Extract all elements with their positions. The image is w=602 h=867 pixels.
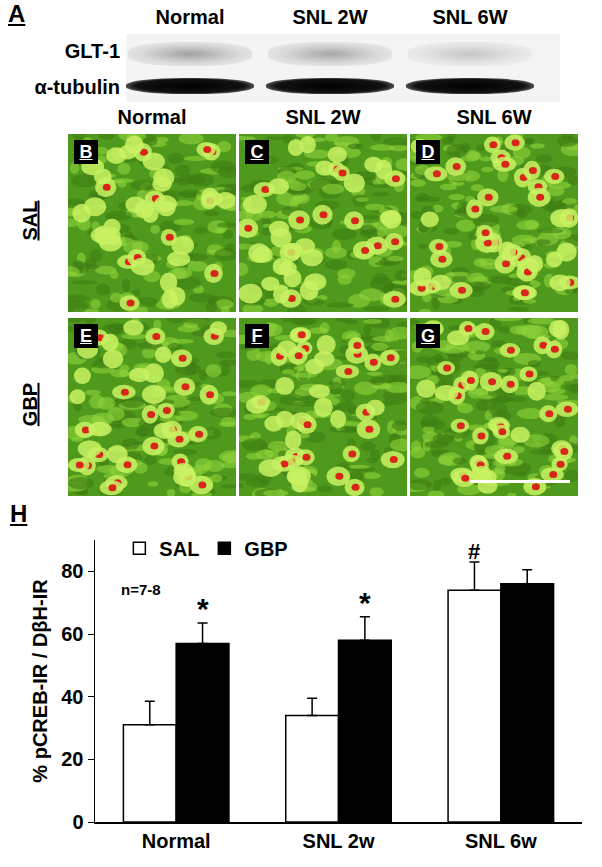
html-text:SNL 6W: SNL 6W: [432, 6, 508, 28]
svg-text:SNL 6w: SNL 6w: [465, 830, 537, 852]
svg-text:Normal: Normal: [142, 830, 211, 852]
html-text:SAL: SAL: [18, 200, 41, 241]
svg-text:% pCREB-IR / DβH-IR: % pCREB-IR / DβH-IR: [29, 579, 51, 783]
html-text:G: G: [421, 326, 435, 346]
html-text:SNL 2W: SNL 2W: [292, 6, 368, 28]
svg-text:GBP: GBP: [244, 538, 287, 560]
html-text:Normal: Normal: [155, 6, 225, 28]
html-text:SNL 2W: SNL 2W: [285, 106, 361, 128]
html-text:GBP: GBP: [18, 382, 41, 427]
html-text:α-tubulin: α-tubulin: [34, 76, 120, 98]
html-text:A: A: [8, 0, 26, 27]
svg-text:60: 60: [61, 623, 83, 645]
svg-text:#: #: [468, 539, 480, 564]
html-text:C: C: [250, 142, 264, 162]
html-text:GLT-1: GLT-1: [64, 40, 120, 62]
html-text:F: F: [251, 326, 263, 346]
html-text:D: D: [421, 142, 435, 162]
svg-text:n=7-8: n=7-8: [121, 581, 161, 598]
svg-text:20: 20: [61, 748, 83, 770]
svg-text:*: *: [359, 586, 371, 619]
svg-text:40: 40: [61, 686, 83, 708]
svg-text:80: 80: [61, 560, 83, 582]
svg-text:0: 0: [72, 811, 83, 833]
html-text:E: E: [80, 326, 92, 346]
html-text:B: B: [79, 142, 93, 162]
html-text:H: H: [10, 500, 28, 527]
svg-text:SNL 2w: SNL 2w: [303, 830, 375, 852]
html-text:Normal: Normal: [117, 106, 187, 128]
html-text:SNL 6W: SNL 6W: [456, 106, 532, 128]
svg-text:*: *: [197, 592, 209, 625]
svg-text:SAL: SAL: [159, 538, 199, 560]
